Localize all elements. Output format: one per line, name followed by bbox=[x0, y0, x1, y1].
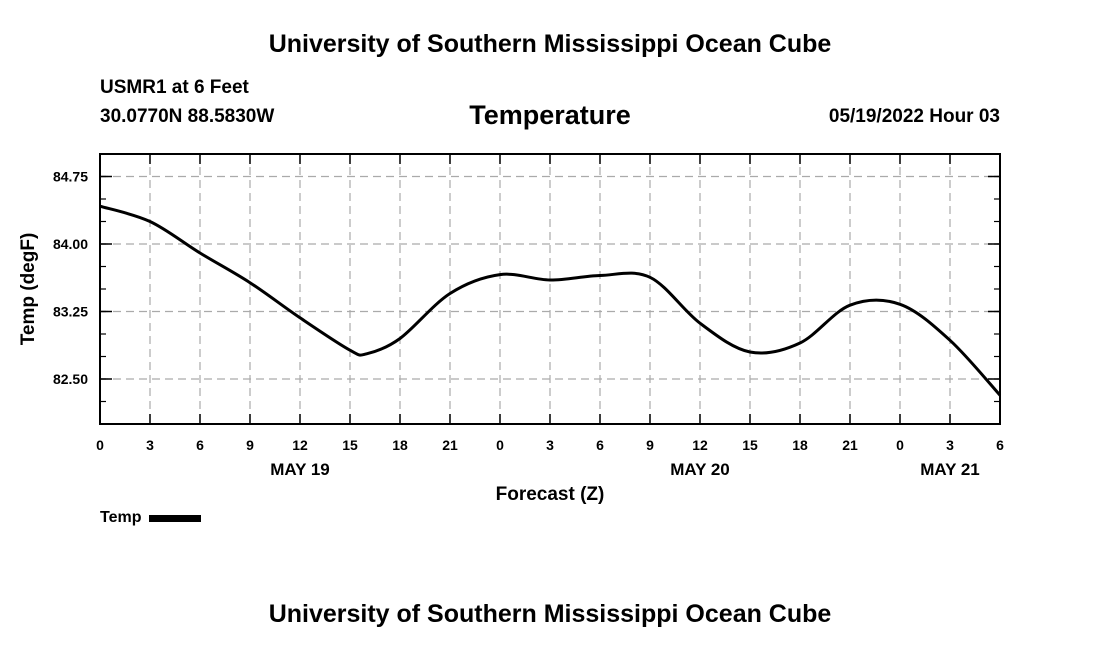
x-tick-label: 12 bbox=[292, 437, 308, 453]
x-tick-label: 0 bbox=[896, 437, 904, 453]
legend: Temp bbox=[100, 509, 202, 527]
x-tick-label: 15 bbox=[342, 437, 358, 453]
x-tick-label: 0 bbox=[496, 437, 504, 453]
chart-title: Temperature bbox=[469, 100, 631, 130]
date-label: MAY 19 bbox=[270, 460, 330, 479]
date-label: MAY 21 bbox=[920, 460, 980, 479]
x-tick-label: 3 bbox=[146, 437, 154, 453]
grid-lines bbox=[100, 154, 1000, 424]
footer-title: University of Southern Mississippi Ocean… bbox=[268, 600, 832, 628]
axis-labels: 0 3 6 9 12 15 18 21 0 3 6 9 12 15 18 21 0 3 6 84.75 84.00 83.… bbox=[53, 169, 1004, 480]
y-tick-label: 84.75 bbox=[53, 169, 88, 185]
legend-swatch-temp bbox=[149, 514, 202, 522]
y-axis-label: Temp (degF) bbox=[18, 233, 39, 346]
x-tick-label: 3 bbox=[546, 437, 554, 453]
x-tick-label: 9 bbox=[246, 437, 254, 453]
x-tick-label: 6 bbox=[996, 437, 1004, 453]
x-tick-label: 18 bbox=[392, 437, 408, 453]
x-axis-label: Forecast (Z) bbox=[496, 484, 605, 505]
x-tick-label: 9 bbox=[646, 437, 654, 453]
x-tick-label: 18 bbox=[792, 437, 808, 453]
x-tick-label: 21 bbox=[842, 437, 858, 453]
x-tick-label: 21 bbox=[442, 437, 458, 453]
main-title: University of Southern Mississippi Ocean… bbox=[268, 30, 832, 58]
station-coordinates: 30.0770N 88.5830W bbox=[100, 106, 275, 127]
forecast-datetime: 05/19/2022 Hour 03 bbox=[828, 106, 1000, 127]
series-line-temp bbox=[99, 204, 1002, 397]
legend-label-temp: Temp bbox=[100, 509, 142, 526]
x-tick-label: 0 bbox=[96, 437, 104, 453]
station-name: USMR1 at 6 Feet bbox=[100, 77, 249, 98]
x-tick-label: 6 bbox=[196, 437, 204, 453]
x-tick-label: 3 bbox=[946, 437, 954, 453]
x-tick-label: 15 bbox=[742, 437, 758, 453]
tick-marks bbox=[99, 153, 1001, 425]
y-tick-label: 83.25 bbox=[53, 304, 88, 320]
plot-frame bbox=[99, 153, 1001, 425]
y-tick-label: 82.50 bbox=[53, 371, 88, 387]
date-label: MAY 20 bbox=[670, 460, 730, 479]
x-tick-label: 6 bbox=[596, 437, 604, 453]
y-tick-label: 84.00 bbox=[53, 236, 88, 252]
x-tick-label: 12 bbox=[692, 437, 708, 453]
